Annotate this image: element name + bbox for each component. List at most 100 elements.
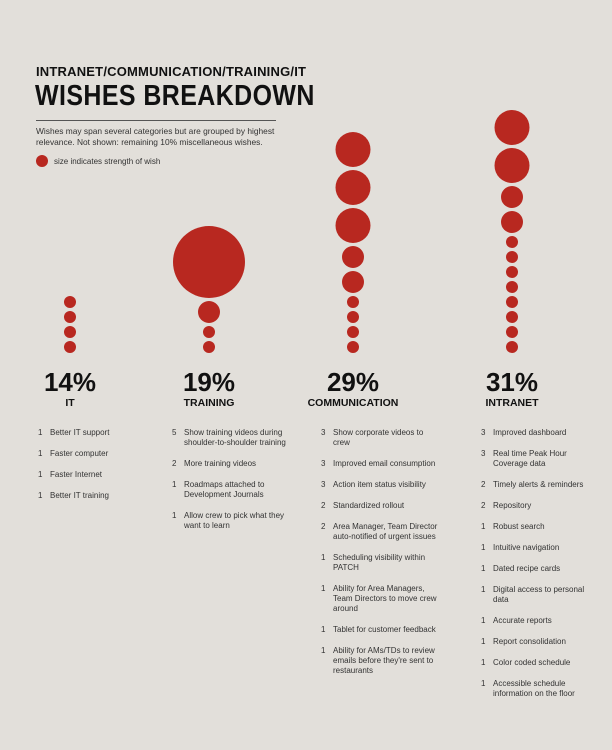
- bubble-communication-1: [335, 132, 371, 167]
- bubble-communication-5: [342, 271, 364, 293]
- wish-text: Improved dashboard: [493, 428, 567, 437]
- wish-count: 2: [481, 480, 486, 489]
- bubble-intranet-12: [506, 341, 518, 353]
- wish-text: More training videos: [184, 459, 257, 468]
- wish-item: 1 Report consolidation: [481, 637, 599, 647]
- wish-item: 2 Area Manager, Team Director auto-notifi…: [321, 522, 439, 542]
- bubble-it-1: [64, 296, 76, 308]
- wish-count: 2: [321, 522, 326, 531]
- wish-list-it: 1 Better IT support 1 Faster computer 1 Faste…: [38, 428, 156, 512]
- category-name: INTRANET: [485, 397, 539, 409]
- legend-label: size indicates strength of wish: [54, 156, 161, 166]
- legend: size indicates strength of wish: [36, 155, 160, 167]
- wish-count: 5: [172, 428, 177, 437]
- wish-count: 1: [481, 543, 486, 552]
- wish-count: 1: [321, 553, 326, 562]
- wish-item: 2 Standardized rollout: [321, 501, 439, 511]
- category-name: IT: [65, 397, 75, 409]
- category-name: TRAINING: [183, 397, 235, 409]
- bubble-communication-9: [347, 341, 359, 353]
- wish-item: 1 Better IT support: [38, 428, 156, 438]
- bubble-intranet-6: [506, 251, 518, 263]
- wish-item: 1 Digital access to personal data: [481, 585, 599, 605]
- wish-text: Intuitive navigation: [493, 543, 560, 552]
- bubble-communication-7: [347, 311, 359, 323]
- wish-item: 1 Dated recipe cards: [481, 564, 599, 574]
- wish-count: 1: [172, 511, 177, 520]
- wish-item: 1 Allow crew to pick what they want to le…: [172, 511, 290, 531]
- wish-count: 1: [481, 616, 486, 625]
- wish-count: 3: [481, 449, 486, 458]
- wish-text: Area Manager, Team Director auto-notifie…: [333, 522, 438, 541]
- wish-item: 1 Ability for Area Managers, Team Directo…: [321, 584, 439, 614]
- bubble-it-2: [64, 311, 76, 323]
- bubble-intranet-7: [506, 266, 518, 278]
- wish-count: 1: [38, 428, 43, 437]
- wish-item: 1 Roadmaps attached to Development Journa…: [172, 480, 290, 500]
- column-header-it: 14% IT: [0, 368, 140, 409]
- bubble-communication-2: [335, 170, 371, 205]
- wish-text: Show corporate videos to crew: [333, 428, 424, 447]
- wish-text: Faster computer: [50, 449, 109, 458]
- bubble-intranet-5: [506, 236, 518, 248]
- wish-item: 2 Timely alerts & reminders: [481, 480, 599, 490]
- wish-count: 3: [321, 459, 326, 468]
- wish-count: 1: [321, 584, 326, 593]
- category-percent: 14%: [43, 367, 97, 397]
- bubble-communication-6: [347, 296, 359, 308]
- wish-text: Roadmaps attached to Development Journal…: [184, 480, 265, 499]
- column-header-training: 19% TRAINING: [139, 368, 279, 409]
- supertitle: INTRANET/COMMUNICATION/TRAINING/IT: [36, 64, 307, 79]
- wish-text: Robust search: [493, 522, 545, 531]
- wish-count: 1: [481, 637, 486, 646]
- wish-text: Improved email consumption: [333, 459, 436, 468]
- bubble-intranet-1: [494, 110, 530, 145]
- wish-count: 1: [172, 480, 177, 489]
- wish-count: 1: [321, 625, 326, 634]
- bubble-intranet-10: [506, 311, 518, 323]
- legend-bubble-icon: [36, 155, 48, 167]
- wish-count: 2: [172, 459, 177, 468]
- wish-text: Accessible schedule information on the f…: [493, 679, 575, 698]
- wish-count: 1: [481, 564, 486, 573]
- wish-item: 2 More training videos: [172, 459, 290, 469]
- wish-text: Color coded schedule: [493, 658, 571, 667]
- wish-list-training: 5 Show training videos during shoulder-to…: [172, 428, 290, 542]
- title-divider: [36, 120, 276, 121]
- column-header-intranet: 31% INTRANET: [442, 368, 582, 409]
- wish-text: Timely alerts & reminders: [493, 480, 584, 489]
- wish-text: Digital access to personal data: [493, 585, 585, 604]
- bubble-intranet-9: [506, 296, 518, 308]
- wish-list-intranet: 3 Improved dashboard 3 Real time Peak Hour …: [481, 428, 599, 710]
- bubble-training-3: [203, 326, 215, 338]
- wish-item: 3 Improved dashboard: [481, 428, 599, 438]
- wish-item: 3 Show corporate videos to crew: [321, 428, 439, 448]
- wish-count: 1: [321, 646, 326, 655]
- wish-item: 1 Ability for AMs/TDs to review emails be…: [321, 646, 439, 676]
- wish-item: 1 Faster Internet: [38, 470, 156, 480]
- bubble-training-2: [198, 301, 220, 323]
- bubble-training-4: [203, 341, 215, 353]
- bubble-communication-3: [335, 208, 371, 243]
- wish-count: 1: [481, 679, 486, 688]
- wish-text: Ability for AMs/TDs to review emails bef…: [333, 646, 435, 675]
- wish-count: 3: [321, 428, 326, 437]
- subtitle: Wishes may span several categories but a…: [36, 126, 275, 147]
- bubble-training-1: [173, 226, 245, 298]
- column-header-communication: 29% COMMUNICATION: [283, 368, 423, 409]
- wish-count: 1: [481, 522, 486, 531]
- wish-text: Faster Internet: [50, 470, 103, 479]
- bubble-intranet-4: [501, 211, 523, 233]
- wish-item: 1 Tablet for customer feedback: [321, 625, 439, 635]
- bubble-intranet-8: [506, 281, 518, 293]
- bubble-it-3: [64, 326, 76, 338]
- wish-count: 1: [38, 491, 43, 500]
- wish-text: Standardized rollout: [333, 501, 405, 510]
- wish-item: 1 Accessible schedule information on the …: [481, 679, 599, 699]
- wish-count: 1: [38, 470, 43, 479]
- wish-item: 1 Accurate reports: [481, 616, 599, 626]
- wish-text: Show training videos during shoulder-to-…: [184, 428, 286, 447]
- wish-text: Report consolidation: [493, 637, 566, 646]
- bubble-intranet-3: [501, 186, 523, 208]
